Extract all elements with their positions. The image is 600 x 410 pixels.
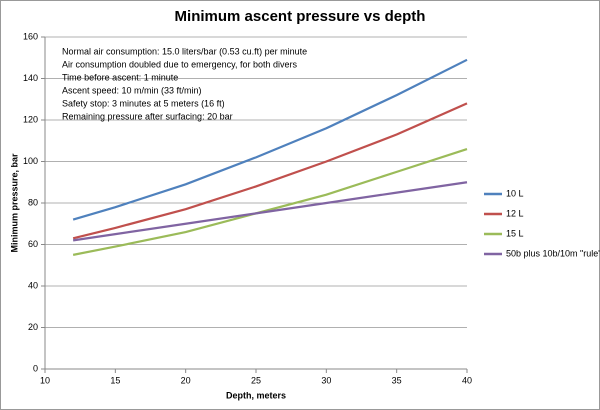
y-tick-label: 100 — [23, 156, 38, 166]
y-tick-label: 20 — [28, 322, 38, 332]
y-axis-title: Minimum pressure, bar — [9, 153, 19, 253]
series-line — [72, 181, 468, 242]
annotation: Air consumption doubled due to emergency… — [62, 59, 297, 69]
legend-label: 10 L — [506, 188, 524, 198]
y-tick-label: 140 — [23, 73, 38, 83]
y-tick-label: 40 — [28, 280, 38, 290]
annotation: Remaining pressure after surfacing: 20 b… — [62, 111, 233, 121]
legend-label: 15 L — [506, 228, 524, 238]
annotation: Normal air consumption: 15.0 liters/bar … — [62, 46, 307, 56]
y-tick-label: 0 — [33, 363, 38, 373]
y-tick-label: 120 — [23, 114, 38, 124]
annotation: Ascent speed: 10 m/min (33 ft/min) — [62, 85, 202, 95]
legend-label: 50b plus 10b/10m "rule" — [506, 248, 600, 258]
legend-label: 12 L — [506, 208, 524, 218]
x-tick-label: 35 — [392, 375, 402, 385]
y-tick-label: 80 — [28, 197, 38, 207]
series-line — [72, 58, 468, 221]
x-tick-label: 30 — [321, 375, 331, 385]
y-tick-label: 160 — [23, 31, 38, 41]
annotation: Safety stop: 3 minutes at 5 meters (16 f… — [62, 98, 225, 108]
x-tick-label: 40 — [462, 375, 472, 385]
x-tick-label: 10 — [40, 375, 50, 385]
x-tick-label: 25 — [251, 375, 261, 385]
x-axis-title: Depth, meters — [226, 390, 286, 400]
annotation: Time before ascent: 1 minute — [62, 72, 178, 82]
series-line — [72, 102, 468, 240]
x-tick-label: 15 — [110, 375, 120, 385]
y-tick-label: 60 — [28, 239, 38, 249]
x-tick-label: 20 — [181, 375, 191, 385]
chart-title: Minimum ascent pressure vs depth — [175, 8, 426, 25]
